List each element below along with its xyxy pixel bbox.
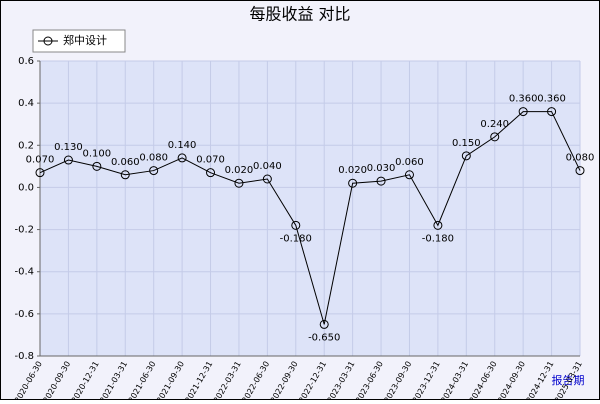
value-label: -0.180 (422, 233, 454, 244)
point (490, 132, 500, 142)
point (63, 155, 73, 165)
value-label: 0.040 (253, 161, 282, 172)
value-label: 0.020 (338, 165, 367, 176)
point (319, 319, 329, 329)
value-label: 0.020 (225, 165, 254, 176)
point (461, 151, 471, 161)
point (35, 168, 45, 178)
legend-box (32, 29, 126, 53)
y-tick-label: -0.6 (14, 309, 34, 320)
plot-area (40, 61, 580, 356)
value-label: -0.650 (308, 332, 340, 343)
point (376, 176, 386, 186)
y-tick-label: 0.4 (18, 98, 34, 109)
value-label: 0.070 (26, 155, 55, 166)
point (120, 170, 130, 180)
point (92, 161, 102, 171)
y-tick-label: 0.0 (18, 182, 34, 193)
value-label: 0.030 (367, 163, 396, 174)
point (234, 178, 244, 188)
value-label: 0.080 (139, 153, 168, 164)
value-label: 0.060 (111, 157, 140, 168)
value-label: 0.070 (196, 155, 225, 166)
y-tick-label: -0.4 (14, 267, 34, 278)
value-label: 0.080 (566, 153, 595, 164)
value-label: 0.360 (537, 94, 566, 105)
point (404, 170, 414, 180)
point (433, 220, 443, 230)
point (518, 107, 528, 117)
chart-title: 每股收益 对比 (249, 5, 350, 24)
y-tick-label: -0.2 (14, 225, 34, 236)
x-axis-label: 报告期 (552, 373, 585, 387)
point (262, 174, 272, 184)
y-tick-label: 0.6 (18, 56, 34, 67)
point (177, 153, 187, 163)
value-label: -0.180 (280, 233, 312, 244)
value-label: 0.150 (452, 138, 481, 149)
legend-label: 郑中设计 (63, 33, 107, 47)
y-tick-label: -0.8 (14, 351, 34, 362)
value-label: 0.060 (395, 157, 424, 168)
point (149, 166, 159, 176)
point (575, 166, 585, 176)
point (348, 178, 358, 188)
value-label: 0.130 (54, 142, 83, 153)
value-label: 0.140 (168, 140, 197, 151)
value-label: 0.240 (480, 119, 509, 130)
legend-marker (43, 36, 53, 46)
value-label: 0.100 (83, 148, 112, 159)
y-tick-label: 0.2 (18, 140, 34, 151)
point (547, 107, 557, 117)
point (291, 220, 301, 230)
series-line (39, 111, 581, 325)
value-label: 0.360 (509, 94, 538, 105)
point (206, 168, 216, 178)
